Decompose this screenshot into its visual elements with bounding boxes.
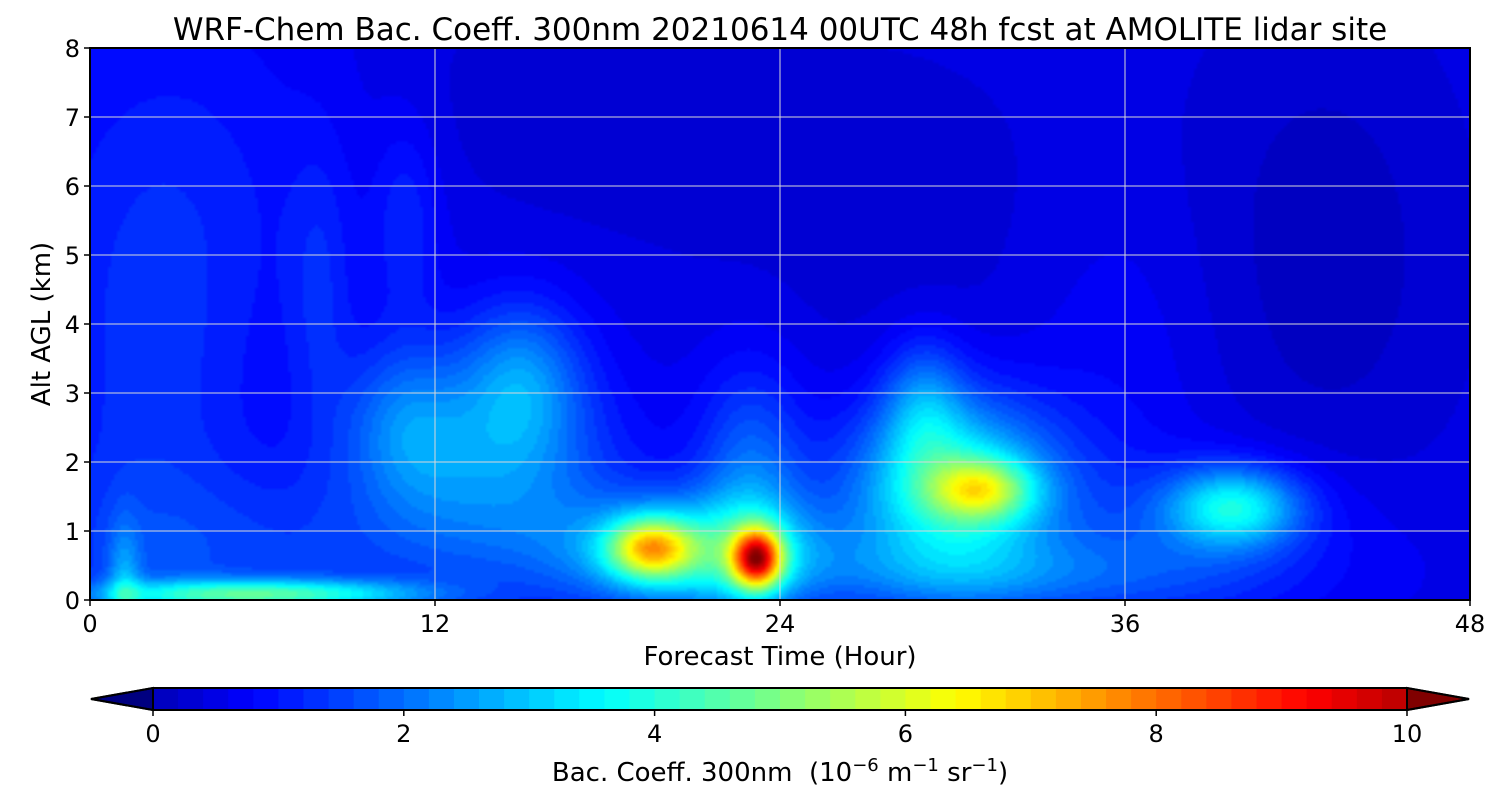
colorbar-tick-label: 4 [647, 720, 662, 748]
colorbar-cell [579, 688, 606, 710]
colorbar-cell [1156, 688, 1182, 710]
colorbar-cell [403, 688, 430, 710]
colorbar-units-open: (10 [809, 758, 852, 788]
colorbar-cell [1055, 688, 1082, 710]
colorbar-cell [278, 688, 305, 710]
colorbar-cell [178, 688, 204, 710]
colorbar-units-m: m [879, 758, 913, 788]
colorbar-cell [228, 688, 254, 710]
colorbar-units-exp1: −6 [852, 755, 879, 776]
colorbar-cell [1281, 688, 1308, 710]
colorbar-cell [1131, 688, 1157, 710]
x-axis-label: Forecast Time (Hour) [643, 642, 916, 672]
x-tick-label: 12 [420, 610, 451, 638]
y-tick-label: 3 [65, 380, 80, 408]
colorbar-units-exp2: −1 [912, 755, 939, 776]
colorbar-cell [353, 688, 380, 710]
colorbar-cell [754, 688, 781, 710]
colorbar-cell [203, 688, 229, 710]
colorbar-cell [830, 688, 856, 710]
colorbar-cell [629, 688, 656, 710]
colorbar-cell [704, 688, 731, 710]
colorbar-cells [153, 688, 1408, 710]
colorbar-cell [303, 688, 330, 710]
colorbar-cell [253, 688, 279, 710]
y-tick-label: 6 [65, 173, 80, 201]
colorbar-cell [153, 688, 179, 710]
colorbar-cell [1206, 688, 1233, 710]
colorbar-cell [654, 688, 681, 710]
colorbar-tick-label: 10 [1392, 720, 1423, 748]
colorbar-cell [1256, 688, 1283, 710]
colorbar-cell [1331, 688, 1358, 710]
colorbar-cell [1080, 688, 1107, 710]
colorbar-cell [1181, 688, 1207, 710]
colorbar-cell [855, 688, 881, 710]
colorbar-ticks: 0 2 4 6 8 10 [145, 710, 1422, 748]
colorbar-cell [880, 688, 906, 710]
colorbar-units-exp3: −1 [971, 755, 998, 776]
colorbar-tick-label: 0 [145, 720, 160, 748]
colorbar-extend-low [90, 686, 154, 712]
x-tick-label: 48 [1455, 610, 1486, 638]
colorbar-units-close: ) [998, 758, 1008, 788]
colorbar-cell [780, 688, 806, 710]
colorbar-label: Bac. Coeff. 300nm (10−6 m−1 sr−1) [552, 755, 1008, 788]
colorbar-cell [1306, 688, 1333, 710]
colorbar-units-sr: sr [939, 758, 972, 788]
colorbar-cell [1005, 688, 1032, 710]
y-tick-label: 1 [65, 518, 80, 546]
colorbar-cell [453, 688, 480, 710]
colorbar-cell [1231, 688, 1258, 710]
colorbar-cell [1030, 688, 1057, 710]
x-tick-label: 0 [82, 610, 97, 638]
colorbar-cell [729, 688, 756, 710]
colorbar-cell [479, 688, 505, 710]
colorbar-cell [604, 688, 631, 710]
colorbar-units-gap [792, 758, 809, 788]
colorbar-cell [328, 688, 355, 710]
colorbar-cell [378, 688, 405, 710]
colorbar-label-name: Bac. Coeff. 300nm [552, 758, 793, 788]
colorbar-cell [1381, 688, 1408, 710]
colorbar-tick-label: 6 [898, 720, 913, 748]
colorbar-cell [504, 688, 530, 710]
colorbar-cell [529, 688, 555, 710]
x-axis-ticks: 0 12 24 36 48 [82, 600, 1485, 638]
y-tick-label: 2 [65, 449, 80, 477]
colorbar-cell [955, 688, 982, 710]
colorbar-cell [679, 688, 706, 710]
colorbar-cell [805, 688, 831, 710]
colorbar-tick-label: 8 [1149, 720, 1164, 748]
y-tick-label: 4 [65, 311, 80, 339]
colorbar-cell [930, 688, 957, 710]
x-tick-label: 24 [765, 610, 796, 638]
y-tick-label: 0 [65, 587, 80, 615]
colorbar-cell [554, 688, 580, 710]
y-tick-label: 8 [65, 35, 80, 63]
y-tick-label: 5 [65, 242, 80, 270]
y-axis-label: Alt AGL (km) [27, 242, 57, 406]
colorbar-cell [980, 688, 1007, 710]
colorbar: 0 2 4 6 8 10 Bac. Coeff. 300nm (10−6 m−1 sr−1… [90, 686, 1470, 788]
colorbar-cell [905, 688, 932, 710]
colorbar-tick-label: 2 [396, 720, 411, 748]
grid-lines [90, 48, 1470, 600]
colorbar-extend-high [1406, 686, 1470, 712]
colorbar-cell [1356, 688, 1383, 710]
colorbar-cell [1106, 688, 1132, 710]
x-tick-label: 36 [1110, 610, 1141, 638]
y-tick-label: 7 [65, 104, 80, 132]
chart-title: WRF-Chem Bac. Coeff. 300nm 20210614 00UT… [173, 12, 1387, 48]
y-axis-ticks: 0 1 2 3 4 5 6 7 8 [65, 35, 90, 615]
colorbar-cell [428, 688, 455, 710]
